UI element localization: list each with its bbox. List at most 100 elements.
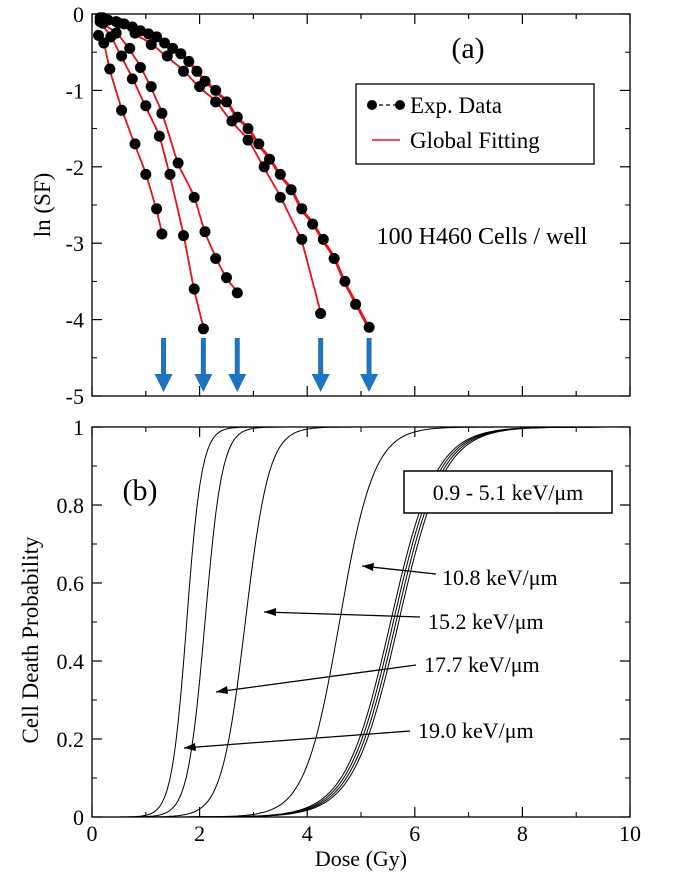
panel-a: 0 -1 -2 -3 -4 -5 (a) 100 H460 Cells / well ln… bbox=[30, 2, 631, 409]
data-point bbox=[129, 138, 141, 150]
data-point bbox=[231, 287, 243, 299]
x-tick-label: 2 bbox=[194, 821, 205, 846]
y-tick-label: 0.2 bbox=[57, 727, 85, 752]
annotation-15-2: 15.2 keV/μm bbox=[428, 609, 544, 634]
data-point bbox=[126, 73, 138, 85]
panel-a-arrows bbox=[154, 338, 379, 392]
data-point bbox=[145, 39, 157, 51]
annotation-10-8: 10.8 keV/μm bbox=[442, 565, 558, 590]
exp-data-line-2 bbox=[102, 22, 238, 294]
y-tick-label: 0.4 bbox=[57, 649, 85, 674]
data-point bbox=[191, 65, 203, 77]
dose-arrow-head bbox=[311, 374, 330, 392]
panel-a-series bbox=[93, 12, 375, 335]
data-point bbox=[339, 275, 351, 287]
data-point bbox=[167, 42, 179, 54]
data-point bbox=[253, 138, 265, 150]
x-tick-label: 10 bbox=[619, 821, 641, 846]
data-point bbox=[199, 75, 211, 87]
global-fit-line-2 bbox=[102, 23, 238, 292]
y-tick-label: 0 bbox=[73, 805, 84, 830]
data-point bbox=[221, 96, 232, 108]
exp-data-line-1 bbox=[99, 21, 205, 329]
panel-b-xlabel: Dose (Gy) bbox=[315, 846, 407, 871]
y-tick-label: 0.8 bbox=[57, 493, 85, 518]
data-point bbox=[124, 42, 136, 54]
legend-box bbox=[355, 83, 595, 165]
data-point bbox=[264, 153, 275, 165]
data-point bbox=[296, 233, 308, 245]
data-point bbox=[140, 168, 152, 180]
data-point bbox=[178, 65, 189, 77]
data-point bbox=[274, 168, 286, 180]
data-point bbox=[315, 308, 327, 319]
data-point bbox=[156, 228, 168, 240]
panel-b-label: (b) bbox=[123, 474, 158, 507]
data-point bbox=[188, 191, 200, 203]
data-point bbox=[274, 191, 286, 203]
legend-data-marker bbox=[395, 100, 405, 110]
global-fit-line-1 bbox=[99, 22, 205, 328]
data-point bbox=[153, 130, 165, 142]
y-tick-label: -1 bbox=[66, 78, 84, 103]
data-point bbox=[210, 96, 222, 108]
panel-a-label: (a) bbox=[451, 32, 484, 65]
annotation-arrowhead bbox=[362, 563, 374, 571]
data-point bbox=[197, 323, 209, 335]
y-tick-label: -2 bbox=[66, 155, 84, 180]
data-point bbox=[307, 218, 319, 230]
data-point bbox=[151, 31, 163, 43]
y-tick-label: 0.6 bbox=[57, 571, 85, 596]
data-point bbox=[350, 298, 362, 310]
data-point bbox=[285, 184, 297, 196]
data-point bbox=[221, 272, 232, 284]
data-point bbox=[231, 111, 243, 123]
data-point bbox=[151, 203, 163, 215]
legend: Exp. Data Global Fitting bbox=[355, 83, 595, 165]
data-point bbox=[242, 134, 254, 146]
data-point bbox=[164, 168, 176, 180]
panel-b: 00.20.40.60.810 2 4 6 8 10 (b) Cell Death Pro… bbox=[18, 415, 641, 871]
data-point bbox=[140, 100, 152, 112]
y-tick-label: -4 bbox=[66, 308, 84, 333]
data-point bbox=[116, 104, 128, 116]
y-tick-label: 1 bbox=[73, 415, 84, 440]
data-point bbox=[110, 27, 122, 39]
y-tick-label: 0 bbox=[73, 2, 84, 27]
data-point bbox=[116, 50, 128, 62]
global-fit-line-3 bbox=[102, 18, 322, 313]
dose-arrow-head bbox=[228, 374, 247, 392]
panel-a-frame bbox=[91, 13, 631, 397]
x-tick-label: 0 bbox=[87, 821, 98, 846]
data-point bbox=[159, 37, 171, 49]
data-point bbox=[145, 81, 157, 93]
data-point bbox=[328, 253, 340, 264]
data-point bbox=[199, 226, 211, 238]
data-point bbox=[104, 63, 116, 75]
data-point bbox=[242, 123, 254, 135]
legend-entry-data: Exp. Data bbox=[410, 93, 502, 118]
data-point bbox=[178, 230, 189, 242]
x-tick-label: 4 bbox=[302, 821, 313, 846]
dose-arrow-head bbox=[360, 374, 379, 392]
data-point bbox=[175, 48, 187, 60]
data-point bbox=[317, 233, 329, 245]
data-point bbox=[134, 62, 146, 73]
dose-arrow-head bbox=[194, 374, 213, 392]
data-point bbox=[210, 253, 222, 264]
data-point bbox=[188, 283, 200, 295]
data-point bbox=[210, 84, 222, 96]
data-point bbox=[183, 55, 195, 67]
y-tick-label: -5 bbox=[66, 384, 84, 409]
panel-a-annotation: 100 H460 Cells / well bbox=[377, 224, 588, 250]
data-point bbox=[363, 321, 375, 333]
annotation-arrowhead bbox=[264, 608, 276, 616]
x-tick-label: 6 bbox=[409, 821, 420, 846]
legend-data-marker bbox=[367, 100, 377, 110]
boxed-let-label: 0.9 - 5.1 keV/μm bbox=[433, 480, 584, 505]
data-point bbox=[156, 107, 168, 119]
annotation-arrow bbox=[183, 730, 411, 749]
let-annotations: 10.8 keV/μm 15.2 keV/μm 17.7 keV/μm 19.0… bbox=[183, 563, 558, 751]
boxed-let-label-box bbox=[403, 470, 613, 514]
